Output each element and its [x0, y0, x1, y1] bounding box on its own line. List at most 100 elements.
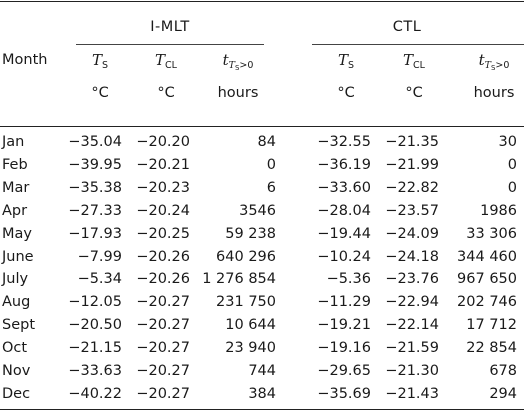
table-row: Aug −12.05 −20.27 231 750 −11.29 −22.94 202 74…	[0, 293, 524, 311]
table-row: Jan −35.04 −20.20 84 −32.55 −21.35 30	[0, 133, 524, 151]
cell-month: Apr	[2, 202, 28, 219]
cell-ctl-ts: −19.16	[317, 340, 371, 357]
cell-ctl-ts: −10.24	[317, 248, 371, 265]
cell-imlt-tcl: −20.23	[136, 179, 190, 196]
cell-imlt-ts: −35.04	[68, 134, 122, 150]
cell-ctl-tcl: −21.59	[385, 340, 439, 357]
table-row: May −17.93 −20.25 59 238 −19.44 −24.09 33 306	[0, 225, 524, 243]
cell-ctl-hours: 17 712	[466, 317, 517, 334]
cell-ctl-ts: −19.21	[317, 317, 371, 334]
cell-imlt-ts: −40.22	[68, 385, 122, 402]
cell-ctl-tcl: −21.30	[385, 363, 439, 379]
cell-ctl-hours: 0	[507, 156, 517, 173]
cell-month: June	[2, 248, 34, 265]
cell-ctl-ts: −29.65	[317, 363, 371, 379]
table-row: June −7.99 −20.26 640 296 −10.24 −24.18 344 46…	[0, 248, 524, 266]
cell-ctl-ts: −36.19	[317, 156, 371, 173]
cell-month: Dec	[2, 385, 31, 402]
group-underline-imlt	[76, 44, 264, 45]
cell-ctl-ts: −32.55	[317, 134, 371, 150]
cell-imlt-ts: −12.05	[68, 294, 122, 311]
cell-ctl-ts: −11.29	[317, 294, 371, 311]
cell-imlt-ts: −20.50	[68, 317, 122, 334]
cell-imlt-hours: 84	[257, 134, 276, 150]
cell-imlt-tcl: −20.26	[136, 271, 190, 288]
cell-ctl-ts: −5.36	[326, 271, 371, 288]
cell-month: July	[2, 271, 29, 288]
col-header-imlt-ts: TS	[91, 51, 109, 71]
cell-imlt-ts: −27.33	[68, 202, 122, 219]
cell-imlt-tcl: −20.21	[136, 156, 190, 173]
cell-imlt-hours: 1 276 854	[202, 271, 276, 288]
cell-imlt-hours: 3546	[239, 202, 276, 219]
cell-imlt-ts: −35.38	[68, 179, 122, 196]
cell-month: May	[2, 225, 32, 242]
cell-month: Sept	[2, 317, 36, 334]
cell-imlt-hours: 640 296	[216, 248, 276, 265]
group-underline-ctl	[312, 44, 524, 45]
table-row: Apr −27.33 −20.24 3546 −28.04 −23.57 1986	[0, 202, 524, 220]
cell-ctl-hours: 0	[507, 179, 517, 196]
cell-imlt-tcl: −20.26	[136, 248, 190, 265]
table-row: Oct −21.15 −20.27 23 940 −19.16 −21.59 22 854	[0, 339, 524, 357]
col-header-ctl-hours: tTS>0	[478, 51, 510, 72]
cell-imlt-hours: 231 750	[216, 294, 276, 311]
col-header-imlt-hours: tTS>0	[222, 51, 254, 72]
cell-imlt-ts: −5.34	[77, 271, 122, 288]
cell-month: Feb	[2, 156, 28, 173]
unit-ctl-hours: hours	[473, 85, 515, 101]
cell-imlt-ts: −7.99	[77, 248, 122, 265]
cell-imlt-ts: −21.15	[68, 340, 122, 357]
cell-ctl-tcl: −22.14	[385, 317, 439, 334]
cell-ctl-hours: 33 306	[466, 225, 517, 242]
cell-imlt-ts: −39.95	[68, 156, 122, 173]
cell-ctl-hours: 30	[498, 134, 517, 150]
cell-imlt-tcl: −20.27	[136, 317, 190, 334]
cell-ctl-hours: 967 650	[457, 271, 517, 288]
cell-ctl-ts: −35.69	[317, 385, 371, 402]
table-top-rule	[0, 1, 524, 2]
table-row: Dec −40.22 −20.27 384 −35.69 −21.43 294	[0, 385, 524, 403]
cell-ctl-tcl: −24.18	[385, 248, 439, 265]
cell-ctl-tcl: −23.57	[385, 202, 439, 219]
table-bottom-rule	[0, 409, 524, 410]
table-row: Mar −35.38 −20.23 6 −33.60 −22.82 0	[0, 179, 524, 197]
cell-imlt-hours: 6	[266, 179, 276, 196]
cell-ctl-tcl: −23.76	[385, 271, 439, 288]
table-row: Feb −39.95 −20.21 0 −36.19 −21.99 0	[0, 156, 524, 174]
cell-ctl-hours: 678	[489, 363, 517, 379]
cell-imlt-tcl: −20.24	[136, 202, 190, 219]
cell-month: Aug	[2, 294, 31, 311]
cell-ctl-hours: 344 460	[457, 248, 517, 265]
cell-imlt-hours: 744	[248, 363, 276, 379]
cell-imlt-hours: 384	[248, 385, 276, 402]
unit-imlt-hours: hours	[217, 85, 259, 101]
cell-imlt-ts: −17.93	[68, 225, 122, 242]
cell-imlt-hours: 0	[266, 156, 276, 173]
cell-imlt-tcl: −20.27	[136, 294, 190, 311]
cell-month: Nov	[2, 363, 31, 379]
cell-ctl-ts: −28.04	[317, 202, 371, 219]
cell-ctl-tcl: −21.99	[385, 156, 439, 173]
cell-ctl-ts: −19.44	[317, 225, 371, 242]
cell-imlt-ts: −33.63	[68, 363, 122, 379]
cell-ctl-hours: 1986	[480, 202, 517, 219]
cell-ctl-tcl: −22.82	[385, 179, 439, 196]
col-header-month: Month	[2, 52, 48, 68]
cell-ctl-tcl: −24.09	[385, 225, 439, 242]
cell-imlt-tcl: −20.20	[136, 134, 190, 150]
cell-ctl-tcl: −21.35	[385, 134, 439, 150]
table-row: July −5.34 −20.26 1 276 854 −5.36 −23.76 967 6…	[0, 270, 524, 288]
col-header-ctl-ts: TS	[337, 51, 355, 71]
cell-ctl-hours: 22 854	[466, 340, 517, 357]
cell-ctl-tcl: −22.94	[385, 294, 439, 311]
table-header-rule	[0, 126, 524, 127]
cell-imlt-hours: 10 644	[225, 317, 276, 334]
unit-imlt-ts: °C	[91, 85, 109, 101]
unit-ctl-tcl: °C	[405, 85, 423, 101]
cell-month: Mar	[2, 179, 30, 196]
cell-imlt-tcl: −20.27	[136, 363, 190, 379]
cell-month: Oct	[2, 340, 28, 357]
cell-imlt-tcl: −20.25	[136, 225, 190, 242]
cell-ctl-hours: 202 746	[457, 294, 517, 311]
